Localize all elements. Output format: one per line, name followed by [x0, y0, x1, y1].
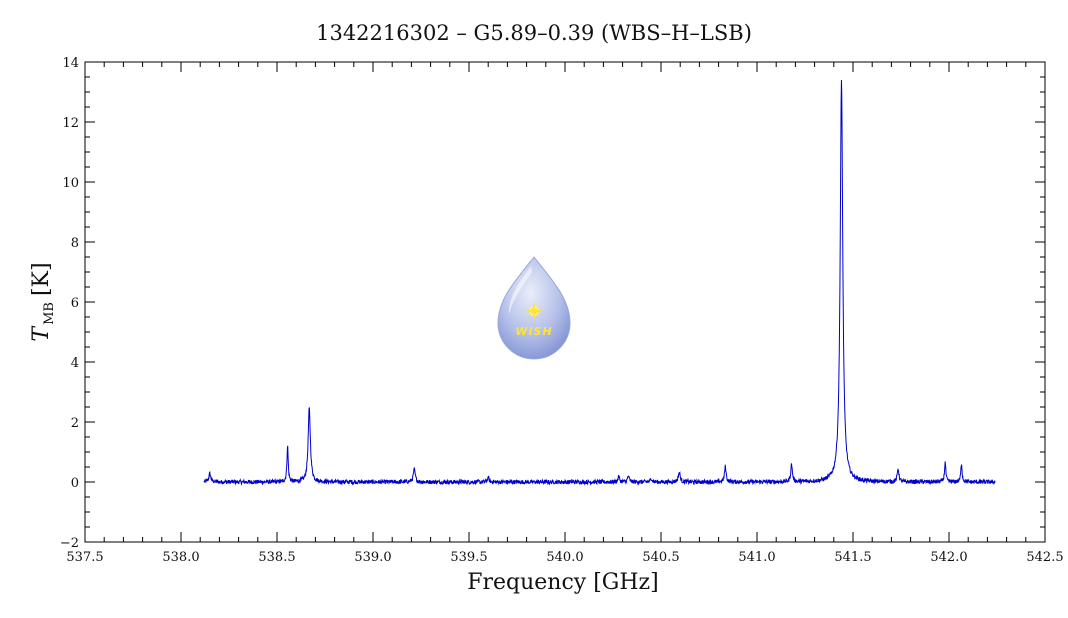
y-tick-label: 8 — [71, 236, 79, 251]
y-tick-label: 10 — [62, 176, 79, 191]
x-tick-label: 539.5 — [450, 550, 487, 565]
x-tick-label: 541.0 — [738, 550, 775, 565]
y-tick-label: 2 — [71, 416, 79, 431]
svg-text:TMB[K]: TMB [K] — [29, 262, 57, 341]
x-tick-label: 540.0 — [546, 550, 583, 565]
y-tick-labels: −2 0 2 4 6 8 10 12 14 — [60, 56, 79, 551]
x-axis-label: Frequency [GHz] — [467, 570, 659, 595]
chart-title: 1342216302 – G5.89–0.39 (WBS–H–LSB) — [316, 21, 752, 45]
star-icon — [524, 301, 544, 321]
y-axis-label-main: T — [29, 325, 54, 342]
x-tick-label: 542.5 — [1026, 550, 1063, 565]
y-tick-label: 4 — [71, 356, 79, 371]
axis-ticks — [84, 61, 1046, 543]
y-tick-label: 12 — [62, 116, 79, 131]
x-tick-labels: 537.5 538.0 538.5 539.0 539.5 540.0 540.5 541.0… — [66, 550, 1063, 565]
y-tick-label: 0 — [71, 476, 79, 491]
logo-highlight — [508, 266, 532, 315]
wish-logo: WISH — [497, 256, 571, 360]
x-tick-label: 539.0 — [354, 550, 391, 565]
x-tick-label: 537.5 — [66, 550, 103, 565]
y-axis-label-unit: [K] — [29, 262, 54, 296]
x-tick-label: 538.5 — [258, 550, 295, 565]
y-tick-label: −2 — [60, 536, 79, 551]
y-axis-label-sub: MB — [42, 302, 57, 325]
x-tick-label: 541.5 — [834, 550, 871, 565]
y-tick-label: 14 — [62, 56, 79, 71]
logo-text: WISH — [515, 325, 552, 338]
x-tick-label: 538.0 — [162, 550, 199, 565]
x-tick-label: 542.0 — [930, 550, 967, 565]
y-tick-label: 6 — [71, 296, 79, 311]
spectrum-line — [203, 79, 996, 486]
y-axis-label: TMB [K] — [29, 262, 57, 341]
x-tick-label: 540.5 — [642, 550, 679, 565]
